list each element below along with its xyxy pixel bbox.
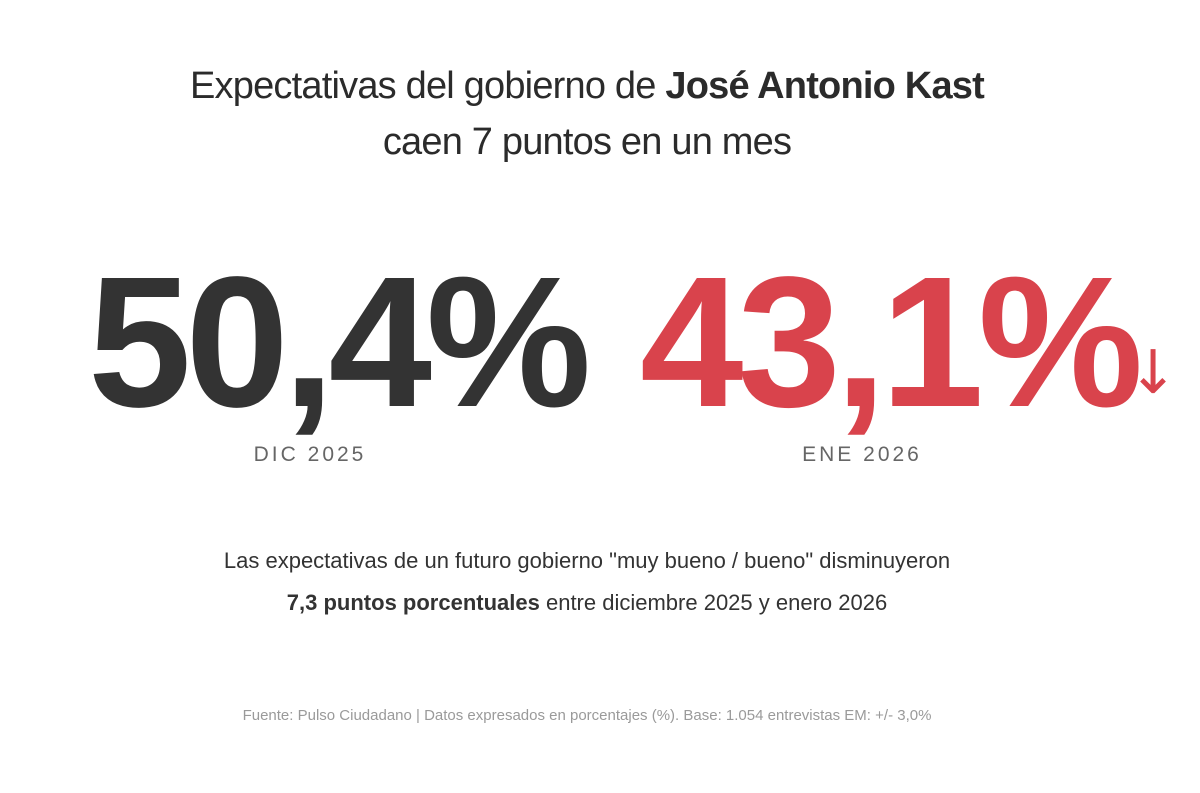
- headline-line-2: caen 7 puntos en un mes: [382, 121, 792, 163]
- stat-dec-2025-period: DIC 2025: [253, 443, 367, 466]
- description-highlight: 7,3 puntos porcentuales: [286, 590, 540, 615]
- description-line-1: Las expectativas de un futuro gobierno "…: [223, 548, 951, 573]
- stat-jan-2026-value: 43,1%: [640, 239, 1143, 446]
- headline-line-1: Expectativas del gobierno de José Antoni…: [0, 58, 1174, 114]
- down-arrow-icon: ↓: [1128, 338, 1179, 408]
- stat-dec-2025-value: 50,4%: [88, 239, 591, 446]
- description-rest: entre diciembre 2025 y enero 2026: [539, 590, 888, 615]
- description: Las expectativas de un futuro gobierno "…: [0, 540, 1174, 624]
- source-note: Fuente: Pulso Ciudadano | Datos expresad…: [242, 707, 932, 724]
- headline-prefix: Expectativas del gobierno de: [190, 65, 666, 107]
- description-line-2: 7,3 puntos porcentuales entre diciembre …: [0, 582, 1174, 624]
- headline: Expectativas del gobierno de José Antoni…: [0, 58, 1174, 170]
- stat-jan-2026-period: ENE 2026: [802, 443, 922, 466]
- headline-name: José Antonio Kast: [665, 65, 984, 107]
